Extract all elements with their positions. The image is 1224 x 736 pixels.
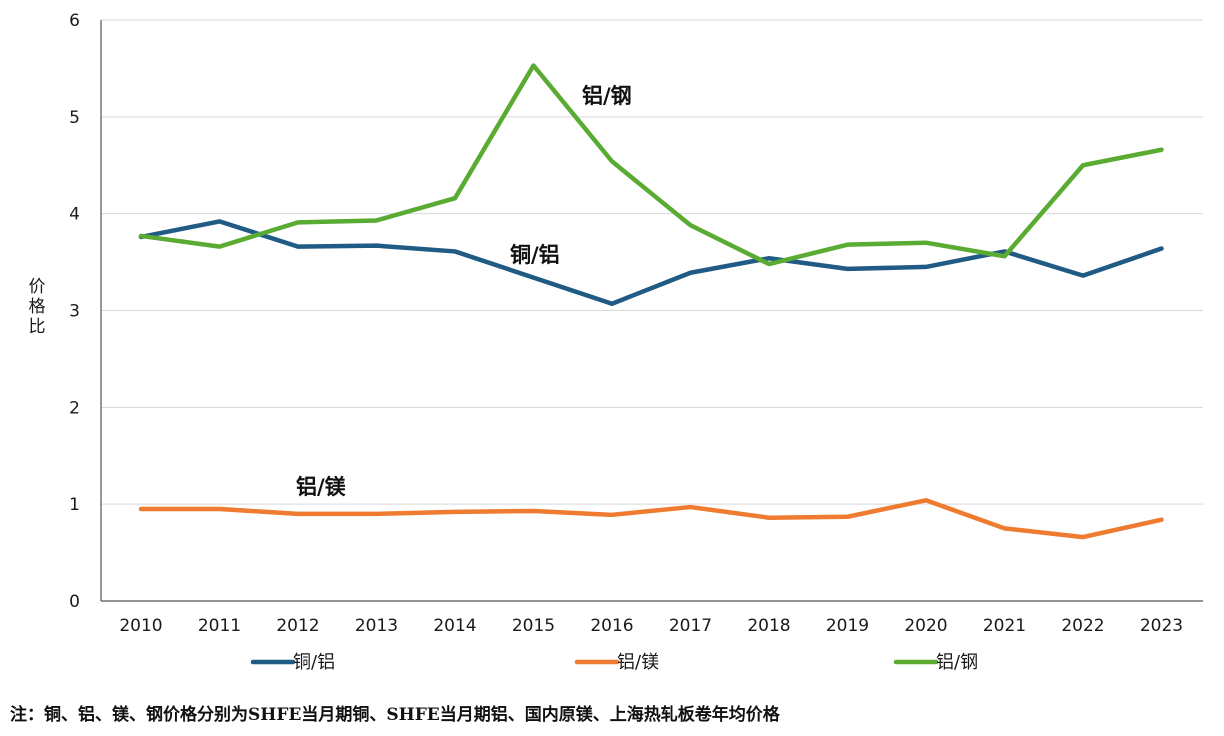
- y-tick-label: 6: [69, 11, 80, 31]
- series-annotations: 铜/铝铝/镁 铝/钢: [296, 84, 632, 499]
- x-tick-label: 2022: [1061, 616, 1104, 636]
- series-annotation: 铝/钢: [582, 84, 632, 108]
- x-tick-label: 2021: [983, 616, 1026, 636]
- x-tick-label: 2013: [355, 616, 398, 636]
- series-line-0: [138, 219, 1164, 306]
- x-tick-label: 2015: [512, 616, 555, 636]
- x-tick-label: 2016: [590, 616, 633, 636]
- axes: [100, 20, 1203, 602]
- series-lines: [138, 63, 1164, 540]
- x-tick-label: 2017: [669, 616, 712, 636]
- y-tick-labels: 0 1 2 3 4 5 6: [69, 11, 80, 612]
- legend: 铜/铝 铝/镁 铝/钢: [250, 652, 978, 673]
- x-tick-label: 2023: [1140, 616, 1183, 636]
- y-tick-label: 4: [69, 205, 80, 225]
- x-tick-label: 2011: [198, 616, 241, 636]
- y-tick-label: 5: [69, 108, 80, 128]
- x-tick-label: 2019: [826, 616, 869, 636]
- x-tick-labels: 2010 2011 2012 2013 2014 2015 2016 2017 2018 2019…: [119, 616, 1183, 636]
- legend-label: 铝/镁: [617, 652, 659, 673]
- y-axis-label: 价格比: [29, 277, 46, 337]
- y-tick-label: 3: [69, 302, 80, 322]
- x-tick-label: 2014: [433, 616, 476, 636]
- series-annotation: 铝/镁: [296, 475, 347, 499]
- series-line-2: [138, 63, 1164, 267]
- x-tick-label: 2020: [904, 616, 947, 636]
- series-annotation: 铜/铝: [510, 243, 560, 267]
- footnote: 注：铜、铝、镁、钢价格分别为SHFE当月期铜、SHFE当月期铝、国内原镁、上海热…: [10, 705, 780, 725]
- x-tick-label: 2010: [119, 616, 162, 636]
- y-tick-label: 1: [69, 495, 80, 515]
- legend-label: 铝/钢: [936, 652, 978, 673]
- y-tick-label: 0: [69, 592, 80, 612]
- x-tick-label: 2018: [747, 616, 790, 636]
- y-tick-label: 2: [69, 398, 80, 418]
- series-line-1: [138, 498, 1164, 540]
- x-tick-label: 2012: [276, 616, 319, 636]
- line-chart: 0 1 2 3 4 5 6 2010 2011 2012 2013 2014 2015 2016 2017…: [29, 11, 1203, 673]
- grid-lines: [101, 19, 1203, 505]
- legend-label: 铜/铝: [293, 652, 335, 673]
